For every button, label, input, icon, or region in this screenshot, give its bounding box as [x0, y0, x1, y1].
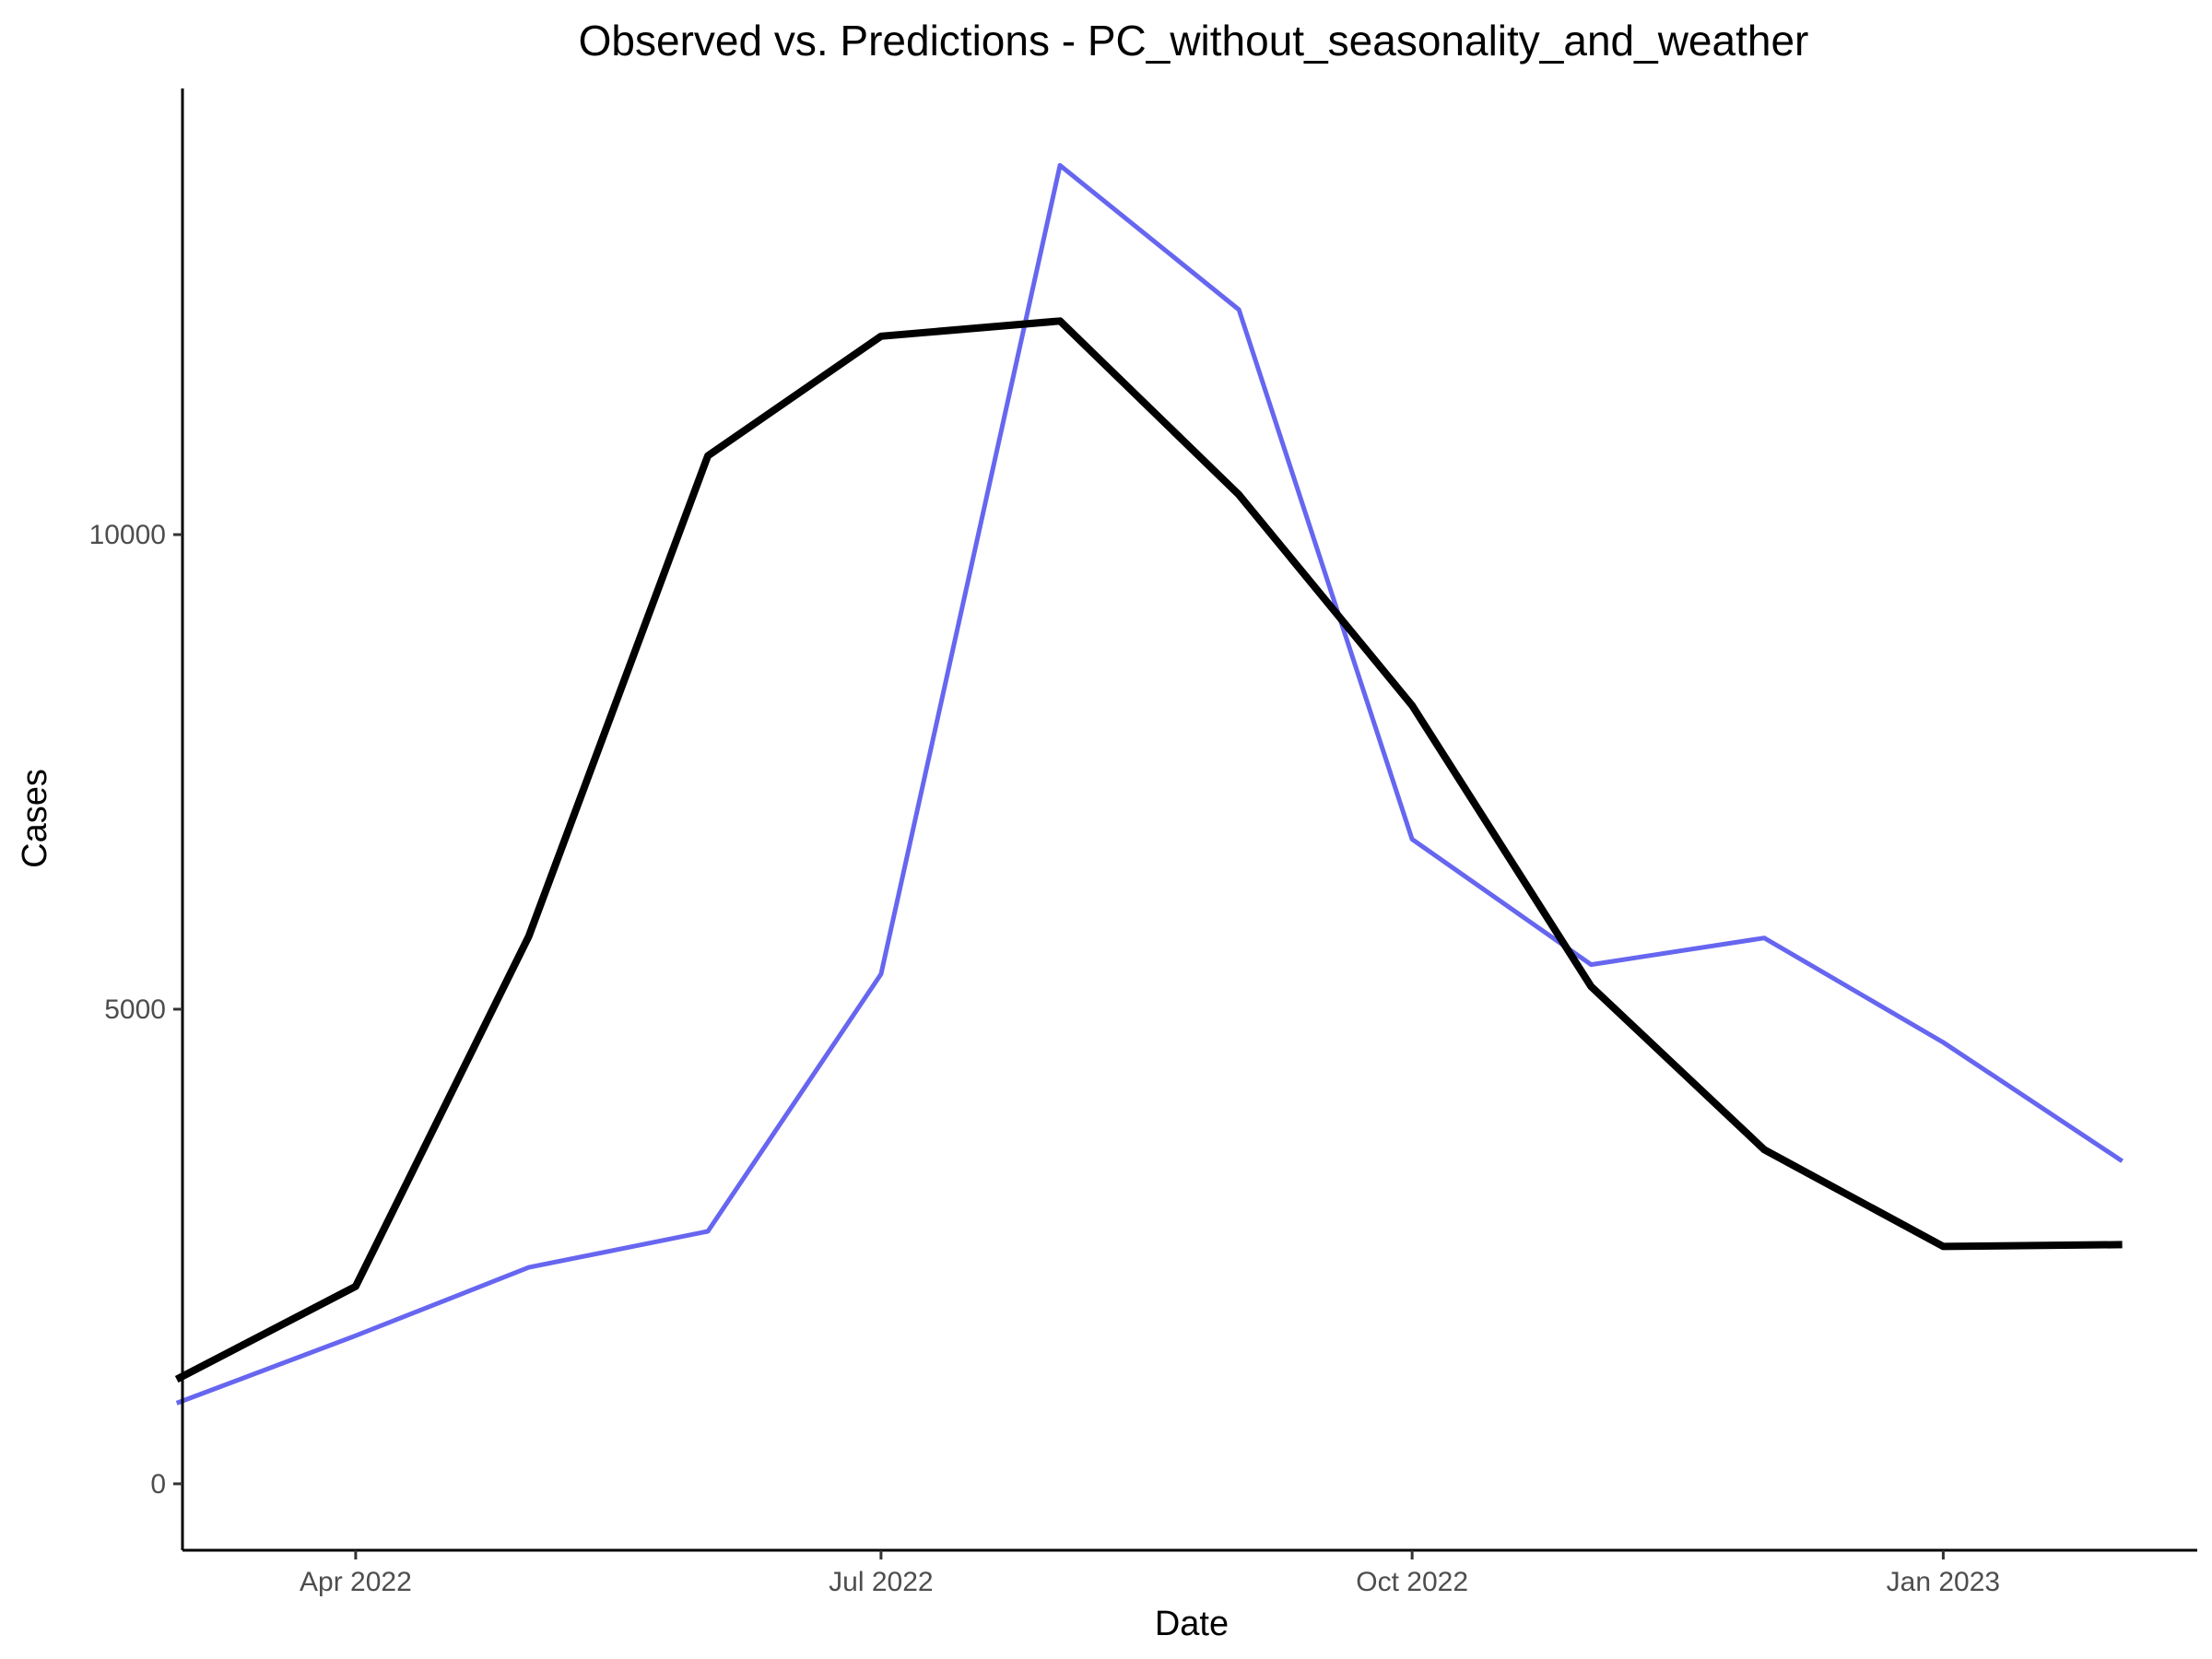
- x-tick-label: Apr 2022: [300, 1567, 412, 1597]
- y-tick-label: 5000: [104, 994, 166, 1025]
- x-tick-label: Jul 2022: [829, 1567, 933, 1597]
- y-axis-title: Cases: [16, 769, 54, 868]
- plot-area: 0 5000 10000 Apr 2022 Jul 2022 Oct 2022 Jan 2…: [89, 88, 2197, 1597]
- x-axis-ticks: Apr 2022 Jul 2022 Oct 2022 Jan 2023: [300, 1550, 2000, 1597]
- x-tick-label: Oct 2022: [1356, 1567, 1468, 1597]
- x-tick-label: Jan 2023: [1887, 1567, 2000, 1597]
- y-axis-ticks: 0 5000 10000: [89, 520, 182, 1500]
- y-tick-label: 10000: [89, 520, 166, 550]
- x-axis-title: Date: [1155, 1605, 1229, 1643]
- chart-title: Observed vs. Predictions - PC_without_se…: [579, 17, 1809, 65]
- series-line-blue: [175, 162, 2124, 1406]
- series-line-black: [174, 317, 2123, 1383]
- series-lines: [174, 162, 2124, 1406]
- y-tick-label: 0: [150, 1469, 166, 1500]
